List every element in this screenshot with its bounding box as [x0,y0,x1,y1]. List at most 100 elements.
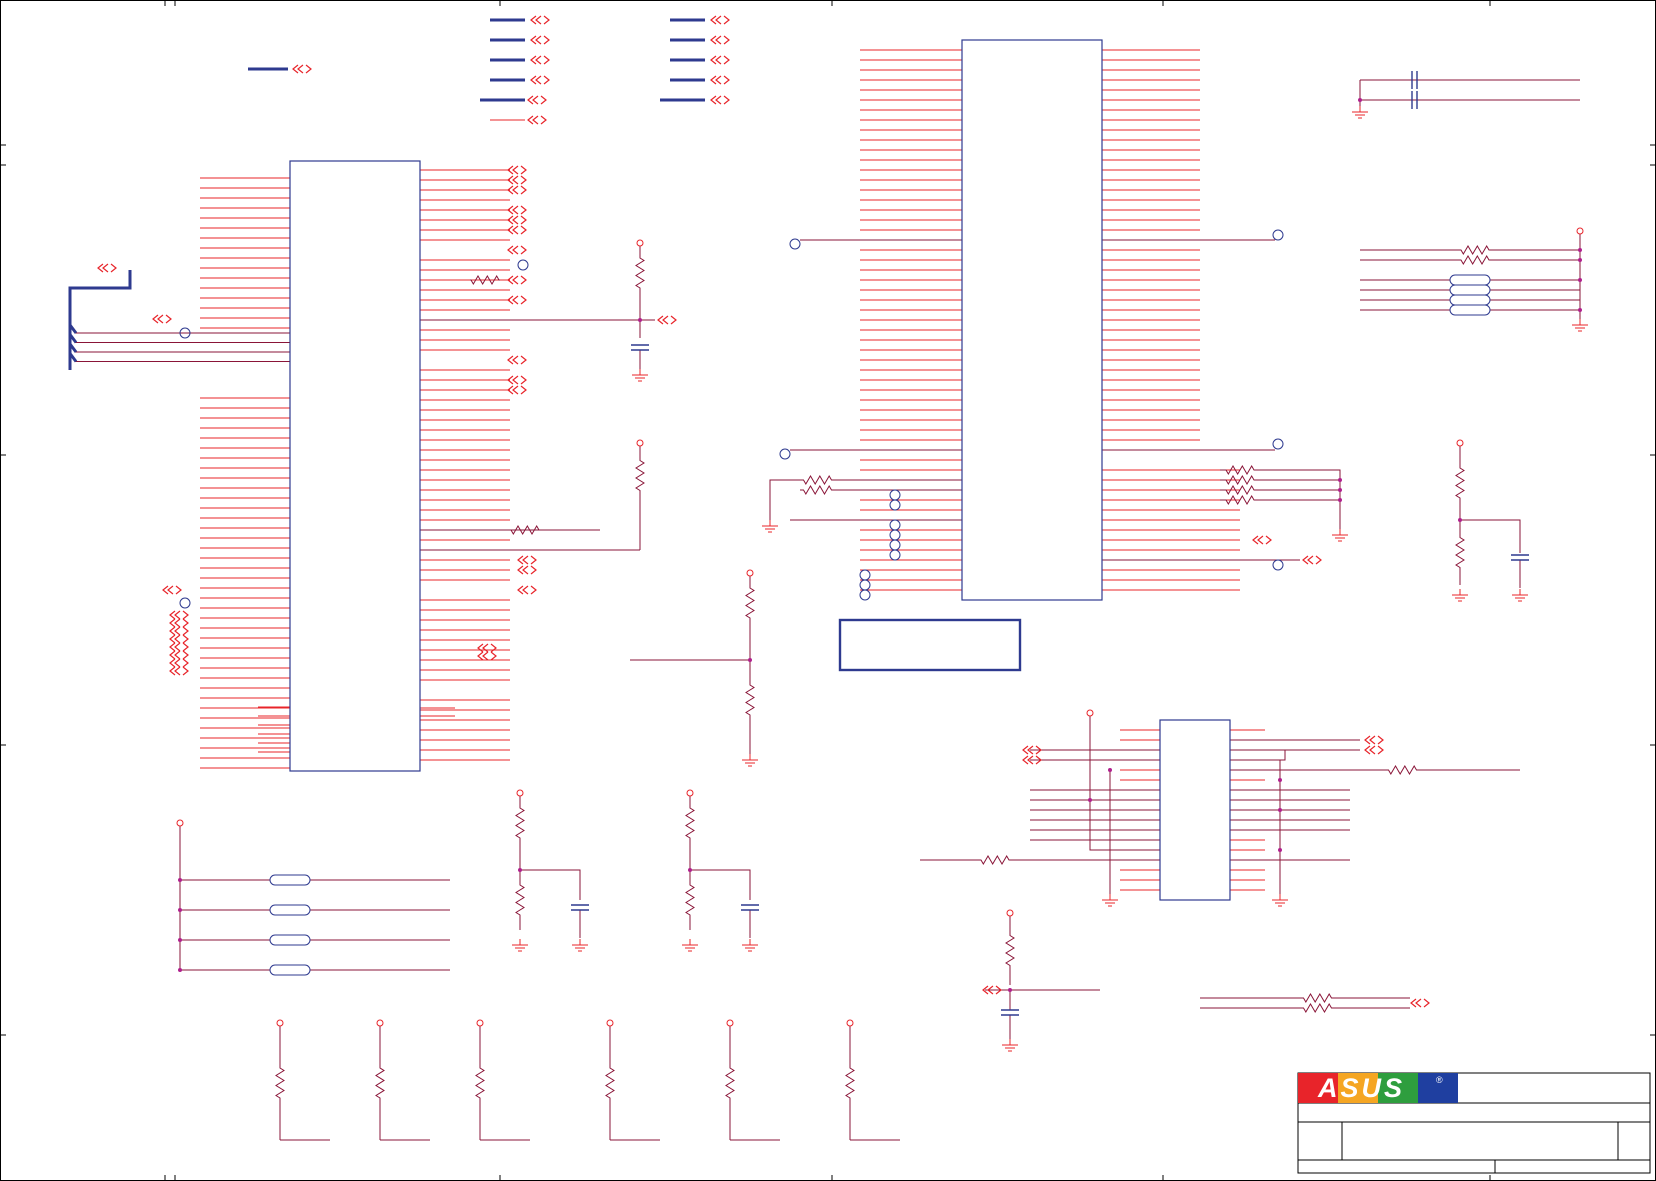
resistor-icon [845,1026,855,1140]
resistor-icon [275,1026,285,1140]
testpoint-group [179,229,1284,609]
ground-icon [1272,894,1288,907]
offpage-connector-icon [507,385,527,395]
offpage-connector-icon [517,565,537,575]
testpoint-icon [859,589,871,601]
offpage-connector-icon [152,314,172,324]
offpage-connector-icon [169,610,189,620]
ground-icon [742,939,758,952]
logo-text: ASUS [1317,1073,1405,1103]
resistor-icon [475,1026,485,1140]
testpoint-icon [1272,229,1284,241]
ground-icon [1002,1039,1018,1052]
testpoint-icon [179,597,191,609]
resistor-icon [1220,485,1260,495]
resistor-icon [745,680,755,720]
junction-dot [1578,278,1582,282]
offpage-connector-icon [169,626,189,636]
resistor-icon [1220,465,1260,475]
resistor-icon [745,576,755,630]
junction-dot [688,868,692,872]
testpoint-icon [179,327,191,339]
offpage-connector-icon [162,585,182,595]
testpoint-icon [889,489,901,501]
jumper-icon [269,904,311,916]
power-pin-icon [726,1019,734,1027]
wire [1089,716,1160,851]
junction-dot [178,908,182,912]
ground-icon [1512,589,1528,602]
junction-dot [748,658,752,662]
offpage-connector-icon [507,275,527,285]
resistor-icon [1220,475,1260,485]
wire [1260,469,1341,530]
resistor-icon [1455,446,1465,520]
resistor-icon [1460,255,1490,265]
offpage-connector-icon [169,658,189,668]
offpage-connector-icon [530,55,550,65]
resistor-icon [375,1026,385,1140]
junction-dot [1458,518,1462,522]
wire [68,270,132,370]
offpage-connector-icon [710,75,730,85]
ground-icon [682,939,698,952]
ground-icon [742,754,758,767]
capacitor-icon [1411,91,1418,109]
capacitor-icon [1411,71,1418,89]
jumper-icon [1449,284,1491,296]
resistor-icon [800,475,835,485]
offpage-connector-icon [710,55,730,65]
ground-group [512,106,1588,1052]
resistor-group [275,245,1490,1140]
resistor-icon [1300,1003,1335,1013]
capacitor-icon [571,904,589,911]
resistor-icon [1300,993,1335,1003]
capacitor-icon [1511,554,1529,561]
jumper-group [269,274,1491,976]
offpage-connector-icon [530,75,550,85]
registered-mark: ® [1436,1075,1443,1085]
ic-lower-right [1159,719,1231,901]
offpage-connector-icon [1364,735,1384,745]
junction-dot [1338,478,1342,482]
wire [520,869,581,900]
wire [690,869,751,900]
offpage-connector-icon [169,642,189,652]
power-pin-icon [606,1019,614,1027]
jumper-icon [1449,294,1491,306]
ground-icon [1352,106,1368,119]
capacitor-group [571,71,1529,1016]
resistor-icon [685,796,695,850]
offpage-connector-icon [169,634,189,644]
wire [1230,750,1286,761]
resistor-icon [725,1026,735,1140]
offpage-connector-icon [477,643,497,653]
testpoint-icon [859,569,871,581]
power-pin-icon [636,439,644,447]
capacitor-icon [1001,1009,1019,1016]
offpage-connector-icon [517,585,537,595]
asus-logo: ASUS ® [1298,1073,1458,1103]
offpage-connector-icon [1410,998,1430,1008]
junction-dot [1578,248,1582,252]
wire [68,343,78,353]
power-pin-icon [746,569,754,577]
junction-dots [178,98,1582,992]
power-pin-icon [516,789,524,797]
offpage-connector-icon [710,35,730,45]
testpoint-icon [889,539,901,551]
resistor-icon [635,246,645,300]
power-pin-icon [176,819,184,827]
power-pin-icon [686,789,694,797]
power-pin-icon [376,1019,384,1027]
junction-dot [638,318,642,322]
offpage-connector-icon [169,650,189,660]
testpoint-icon [1272,438,1284,450]
ground-icon [512,939,528,952]
offpage-connector-icon [517,555,537,565]
testpoint-icon [889,529,901,541]
offpage-connector-icon [507,165,527,175]
testpoint-icon [889,549,901,561]
